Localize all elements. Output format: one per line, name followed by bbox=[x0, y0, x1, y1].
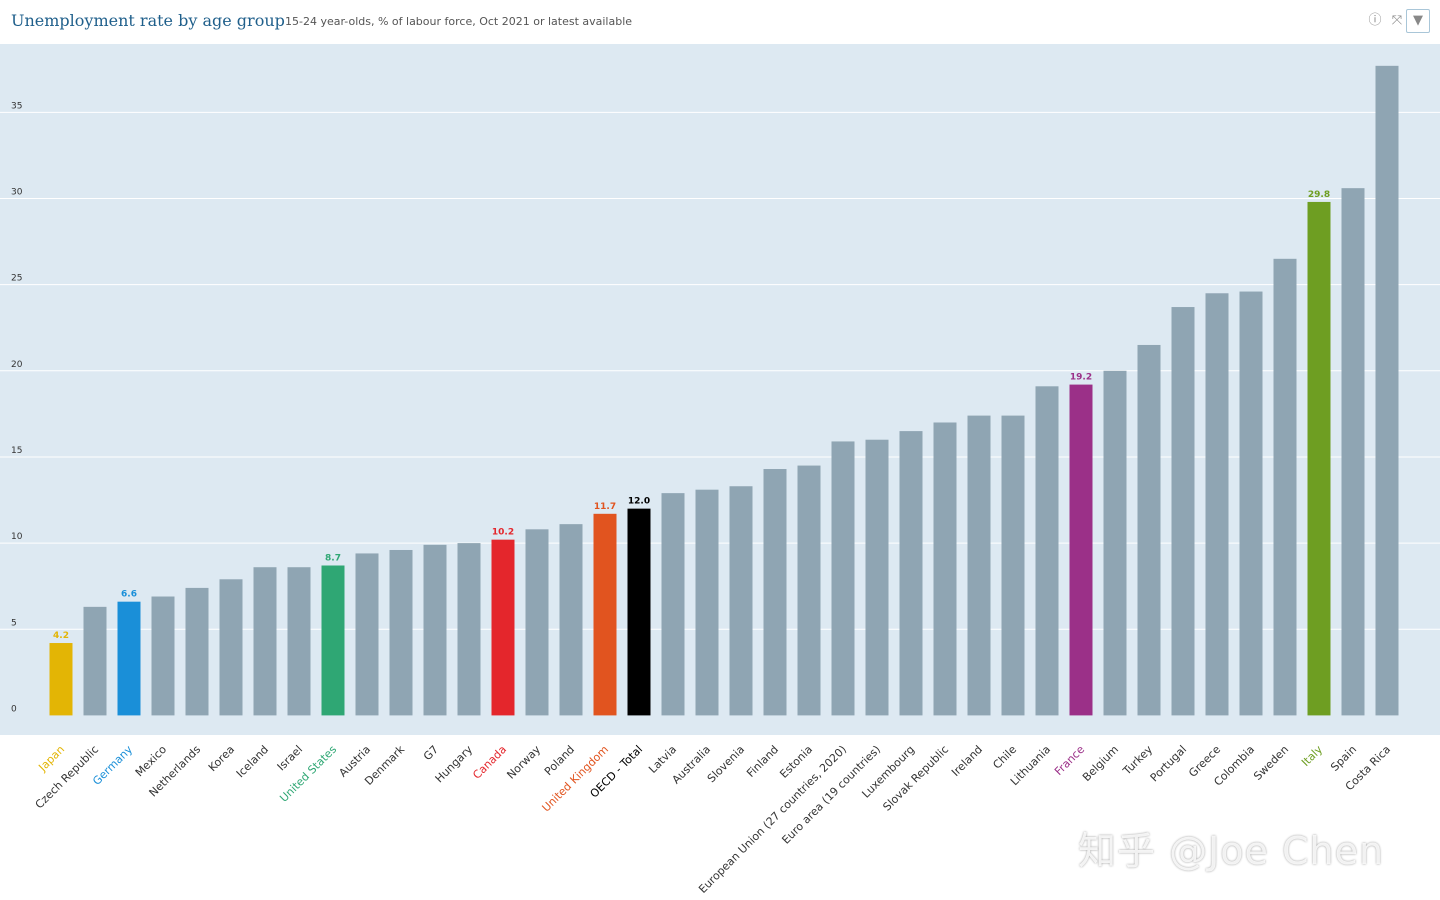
bar bbox=[763, 469, 787, 716]
bar bbox=[559, 524, 583, 716]
fullscreen-icon[interactable]: ⤧ bbox=[1391, 13, 1403, 28]
bar bbox=[593, 513, 617, 716]
bar bbox=[729, 486, 753, 716]
y-tick-label: 10 bbox=[11, 532, 23, 542]
x-tick-label: Spain bbox=[1328, 743, 1359, 774]
bar bbox=[117, 601, 141, 716]
bar bbox=[661, 493, 685, 716]
bar bbox=[1001, 415, 1025, 716]
bar bbox=[967, 415, 991, 716]
bar bbox=[899, 431, 923, 716]
bar bbox=[1375, 65, 1399, 716]
data-label: 19.2 bbox=[1070, 373, 1092, 383]
bar bbox=[627, 508, 651, 716]
data-label: 8.7 bbox=[325, 553, 341, 563]
bar bbox=[389, 549, 413, 716]
x-tick-label: Portugal bbox=[1148, 743, 1189, 784]
watermark: 知乎 @Joe Chen bbox=[1078, 829, 1385, 873]
bar bbox=[457, 543, 481, 716]
chart-subtitle: 15-24 year-olds, % of labour force, Oct … bbox=[285, 15, 633, 28]
x-tick-label: Japan bbox=[36, 743, 68, 775]
y-tick-label: 25 bbox=[11, 274, 22, 284]
y-tick-label: 15 bbox=[11, 446, 22, 456]
x-tick-label: Latvia bbox=[646, 743, 679, 776]
bar bbox=[1137, 344, 1161, 716]
x-tick-label: Canada bbox=[470, 743, 509, 782]
bar bbox=[797, 465, 821, 716]
x-tick-label: Israel bbox=[275, 743, 305, 773]
bar bbox=[1239, 291, 1263, 716]
bar bbox=[1205, 293, 1229, 716]
bar bbox=[287, 567, 311, 716]
y-tick-label: 5 bbox=[11, 618, 17, 628]
data-label: 4.2 bbox=[53, 631, 69, 641]
data-label: 29.8 bbox=[1308, 190, 1330, 200]
bar bbox=[321, 565, 345, 716]
x-tick-label: G7 bbox=[421, 743, 441, 763]
data-label: 11.7 bbox=[594, 502, 616, 512]
bar bbox=[1035, 386, 1059, 716]
x-tick-label: Iceland bbox=[234, 743, 271, 780]
x-tick-label: Slovenia bbox=[705, 743, 747, 785]
x-tick-label: Hungary bbox=[433, 743, 476, 786]
bar bbox=[1341, 188, 1365, 716]
download-icon[interactable]: ▼ bbox=[1406, 9, 1430, 33]
x-tick-label: Ireland bbox=[949, 743, 985, 779]
data-label: 6.6 bbox=[121, 590, 137, 600]
data-label: 10.2 bbox=[492, 528, 514, 538]
info-icon[interactable]: ⓘ bbox=[1368, 13, 1382, 28]
x-tick-label: Belgium bbox=[1080, 743, 1121, 784]
bar bbox=[253, 567, 277, 716]
x-tick-label: Finland bbox=[744, 743, 781, 780]
y-tick-label: 20 bbox=[11, 360, 23, 370]
bar bbox=[83, 606, 107, 716]
bar bbox=[185, 587, 209, 716]
bar bbox=[1171, 307, 1195, 716]
chart-title: Unemployment rate by age group bbox=[11, 11, 285, 30]
x-tick-label: Korea bbox=[206, 743, 237, 774]
x-tick-label: Slovak Republic bbox=[880, 743, 951, 814]
x-tick-label: Italy bbox=[1299, 743, 1325, 769]
x-tick-label: Chile bbox=[990, 743, 1019, 772]
bar bbox=[423, 544, 447, 716]
bar bbox=[1103, 370, 1127, 716]
bar bbox=[831, 441, 855, 716]
bar bbox=[865, 439, 889, 716]
y-tick-label: 35 bbox=[11, 101, 22, 111]
chart-header: Unemployment rate by age group 15-24 yea… bbox=[0, 0, 1440, 45]
bar bbox=[933, 422, 957, 716]
bar bbox=[1273, 258, 1297, 716]
bar bbox=[695, 489, 719, 716]
bar bbox=[219, 579, 243, 716]
bar bbox=[525, 529, 549, 716]
y-tick-label: 30 bbox=[11, 188, 23, 198]
bar bbox=[355, 553, 379, 716]
bar bbox=[49, 643, 73, 716]
y-tick-label: 0 bbox=[11, 704, 17, 714]
bar bbox=[151, 596, 175, 716]
bar bbox=[491, 539, 515, 716]
bar bbox=[1069, 384, 1093, 716]
x-tick-label: Sweden bbox=[1251, 743, 1291, 783]
data-label: 12.0 bbox=[628, 497, 650, 507]
x-tick-label: Norway bbox=[504, 743, 543, 782]
bar bbox=[1307, 201, 1331, 716]
